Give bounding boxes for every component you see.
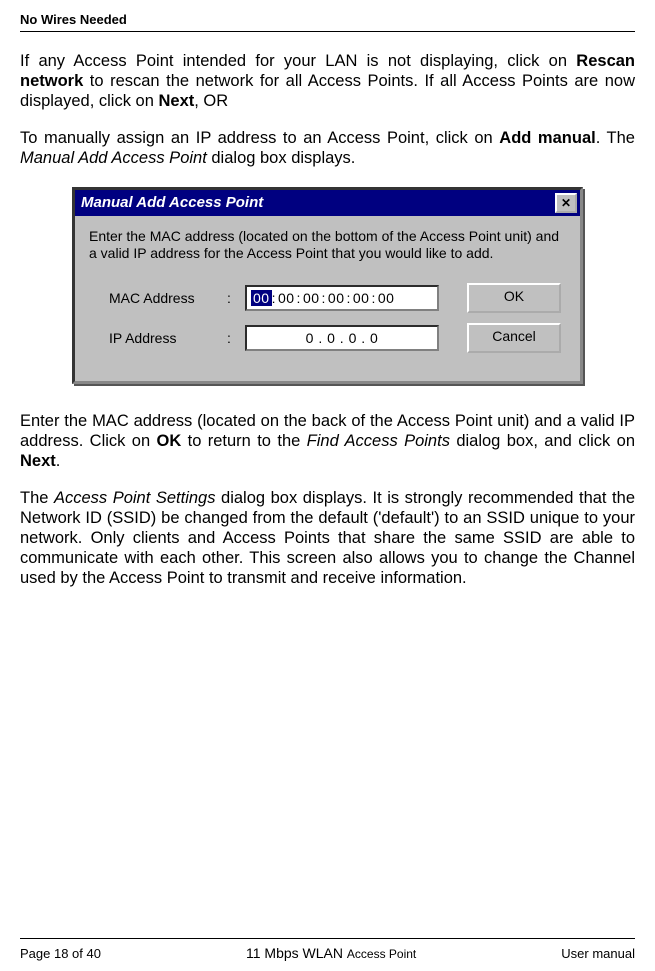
close-icon: ✕ [561,196,571,210]
text-bold: Add manual [499,129,595,147]
paragraph-3: Enter the MAC address (located on the ba… [20,412,635,471]
mac-seg-4: 00 [351,290,372,306]
mac-address-label: MAC Address [89,290,227,306]
text-bold: Next [20,452,56,470]
page-footer: Page 18 of 40 11 Mbps WLAN Access Point … [20,938,635,961]
text: dialog box, and click on [450,432,635,450]
paragraph-4: The Access Point Settings dialog box dis… [20,489,635,588]
colon: : [227,290,245,306]
cancel-button[interactable]: Cancel [467,323,561,353]
text-italic: Manual Add Access Point [20,149,207,167]
text: dialog box displays. [207,149,356,167]
text-bold: OK [157,432,182,450]
text: The [20,489,54,507]
mac-seg-3: 00 [326,290,347,306]
mac-seg-1: 00 [276,290,297,306]
text: . The [596,129,635,147]
mac-address-input[interactable]: 00:00:00:00:00:00 [245,285,439,311]
text-italic: Find Access Points [307,432,450,450]
footer-center-b: Access Point [347,947,416,961]
paragraph-1: If any Access Point intended for your LA… [20,52,635,111]
text: to return to the [181,432,306,450]
text-bold: Next [159,92,195,110]
mac-seg-2: 00 [301,290,322,306]
mac-seg-0: 00 [251,290,272,306]
text: To manually assign an IP address to an A… [20,129,499,147]
dialog-titlebar: Manual Add Access Point ✕ [75,190,580,216]
text: If any Access Point intended for your LA… [20,52,576,70]
colon: : [227,330,245,346]
footer-center: 11 Mbps WLAN Access Point [246,945,416,961]
footer-center-a: 11 Mbps WLAN [246,945,347,961]
page-header: No Wires Needed [20,12,635,32]
text-italic: Access Point Settings [54,489,216,507]
dialog-title: Manual Add Access Point [81,194,263,211]
text: to rescan the network for all Access Poi… [20,72,635,110]
close-button[interactable]: ✕ [555,193,577,213]
text: , OR [194,92,228,110]
mac-seg-5: 00 [376,290,397,306]
ip-address-label: IP Address [89,330,227,346]
dialog-instruction: Enter the MAC address (located on the bo… [89,228,566,263]
ip-address-input[interactable]: 0 . 0 . 0 . 0 [245,325,439,351]
dialog-manual-add-access-point: Manual Add Access Point ✕ Enter the MAC … [72,187,583,384]
text: . [56,452,61,470]
footer-right: User manual [561,946,635,961]
ok-button[interactable]: OK [467,283,561,313]
paragraph-2: To manually assign an IP address to an A… [20,129,635,169]
footer-left: Page 18 of 40 [20,946,101,961]
